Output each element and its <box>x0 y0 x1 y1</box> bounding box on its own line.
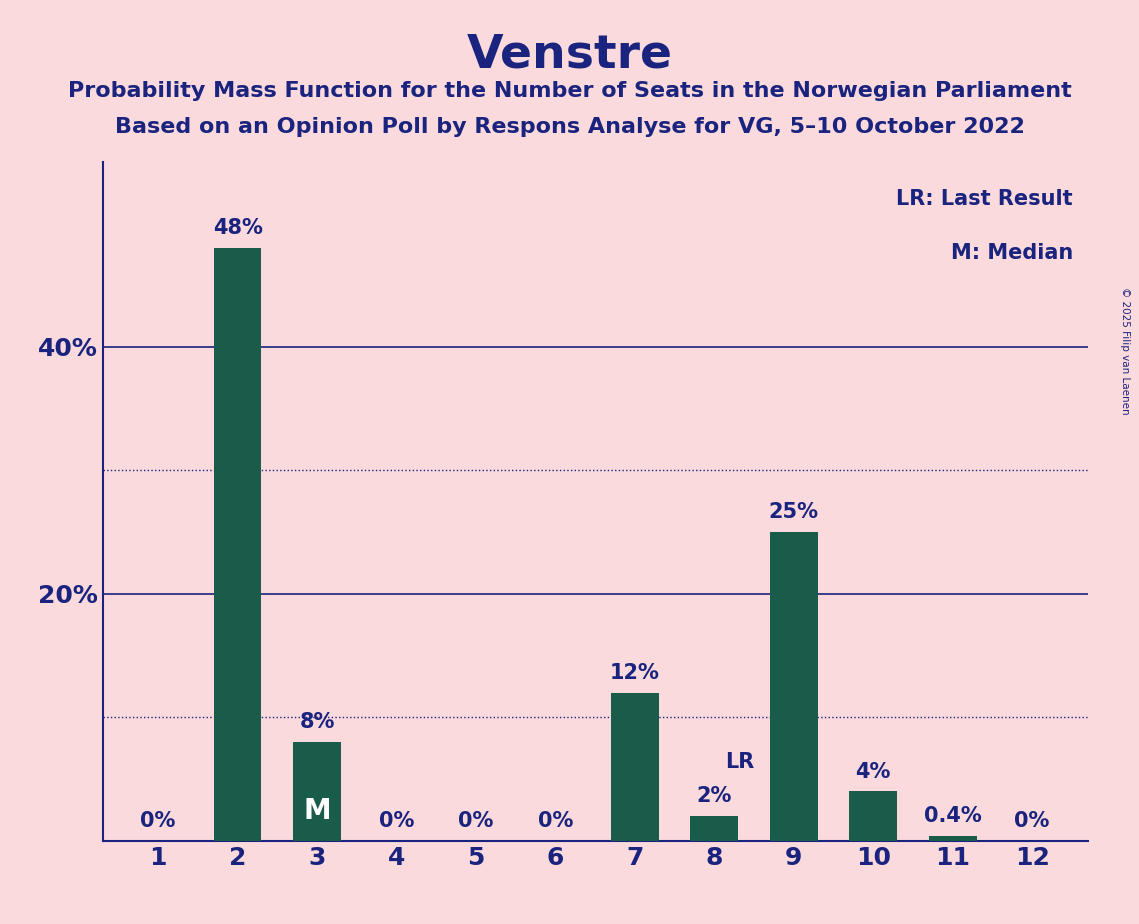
Text: M: M <box>303 797 330 825</box>
Text: 2%: 2% <box>697 786 732 807</box>
Text: Based on an Opinion Poll by Respons Analyse for VG, 5–10 October 2022: Based on an Opinion Poll by Respons Anal… <box>115 117 1024 138</box>
Bar <box>850 792 898 841</box>
Text: 12%: 12% <box>609 663 659 683</box>
Bar <box>690 816 738 841</box>
Text: 0%: 0% <box>1015 811 1050 831</box>
Text: 0.4%: 0.4% <box>924 806 982 826</box>
Text: LR: Last Result: LR: Last Result <box>896 188 1073 209</box>
Text: LR: LR <box>726 752 754 772</box>
Bar <box>214 249 262 841</box>
Text: 25%: 25% <box>769 503 819 522</box>
Text: M: Median: M: Median <box>951 243 1073 263</box>
Bar <box>770 532 818 841</box>
Text: Venstre: Venstre <box>467 32 672 78</box>
Bar <box>293 742 341 841</box>
Text: Probability Mass Function for the Number of Seats in the Norwegian Parliament: Probability Mass Function for the Number… <box>67 81 1072 102</box>
Text: 8%: 8% <box>300 712 335 732</box>
Text: 48%: 48% <box>213 218 262 238</box>
Bar <box>928 836 976 841</box>
Text: 0%: 0% <box>458 811 493 831</box>
Text: 0%: 0% <box>140 811 175 831</box>
Text: 4%: 4% <box>855 761 891 782</box>
Text: 0%: 0% <box>538 811 573 831</box>
Text: © 2025 Filip van Laenen: © 2025 Filip van Laenen <box>1121 287 1130 415</box>
Bar <box>611 693 658 841</box>
Text: 0%: 0% <box>379 811 415 831</box>
